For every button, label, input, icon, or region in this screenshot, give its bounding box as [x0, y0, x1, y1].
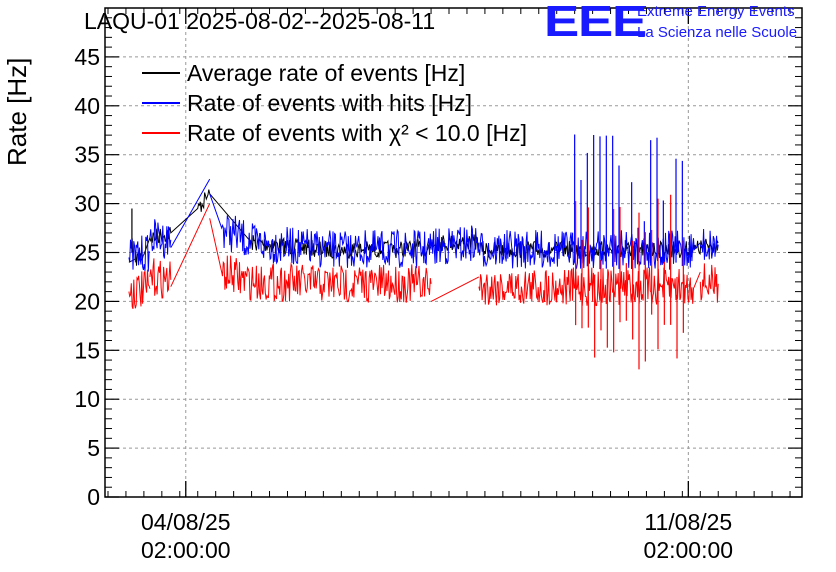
- legend-label-average: Average rate of events [Hz]: [187, 60, 466, 86]
- logo-text-line1: Extreme Energy Events: [637, 3, 795, 20]
- y-tick-label: 25: [74, 240, 100, 266]
- series-line-2-segment-2: [170, 203, 211, 287]
- logo-text-line2: La Scienza nelle Scuole: [637, 24, 798, 41]
- y-tick-label: 30: [74, 191, 100, 217]
- eee-logo: EEE: [544, 0, 647, 46]
- series-line-1-segment-6: [699, 228, 719, 260]
- legend-swatch-hits: [142, 102, 180, 104]
- y-axis-label: Rate [Hz]: [2, 57, 32, 166]
- grid-layer: [105, 8, 802, 497]
- legend-label-hits: Rate of events with hits [Hz]: [187, 90, 473, 116]
- series-line-2-segment-0: [128, 269, 151, 309]
- y-tick-label: 45: [74, 44, 100, 70]
- series-line-2-segment-6: [699, 263, 719, 303]
- legend-label-chi2: Rate of events with χ² < 10.0 [Hz]: [187, 120, 527, 146]
- chart-title: LAQU-01 2025-08-02--2025-08-11: [84, 8, 436, 34]
- y-tick-label: 20: [74, 288, 100, 314]
- y-tick-label: 0: [87, 484, 100, 510]
- x-tick-label-date: 04/08/25: [141, 509, 231, 535]
- series-line-2-segment-5: [478, 267, 701, 307]
- series-line-1-segment-3: [209, 193, 432, 269]
- y-tick-label: 10: [74, 386, 100, 412]
- legend-swatch-average: [142, 72, 180, 74]
- x-tick-label-time: 02:00:00: [644, 537, 734, 563]
- y-tick-label: 5: [87, 435, 100, 461]
- series-line-1-segment-2: [170, 178, 211, 248]
- series-line-2-segment-3: [209, 218, 432, 303]
- data-layer: [128, 134, 719, 370]
- y-tick-label: 40: [74, 93, 100, 119]
- y-tick-label: 35: [74, 142, 100, 168]
- y-tick-label: 15: [74, 337, 100, 363]
- series-line-2-segment-1: [149, 258, 172, 299]
- x-tick-label-date: 11/08/25: [644, 509, 732, 535]
- series-line-2-segment-4: [430, 276, 480, 302]
- legend-swatch-chi2: [142, 132, 180, 134]
- series-line-1-segment-4: [430, 225, 480, 265]
- series-line-1-segment-1: [149, 219, 172, 259]
- x-tick-label-time: 02:00:00: [141, 537, 231, 563]
- axis-layer: 05101520253035404504/08/2502:00:0011/08/…: [74, 7, 803, 563]
